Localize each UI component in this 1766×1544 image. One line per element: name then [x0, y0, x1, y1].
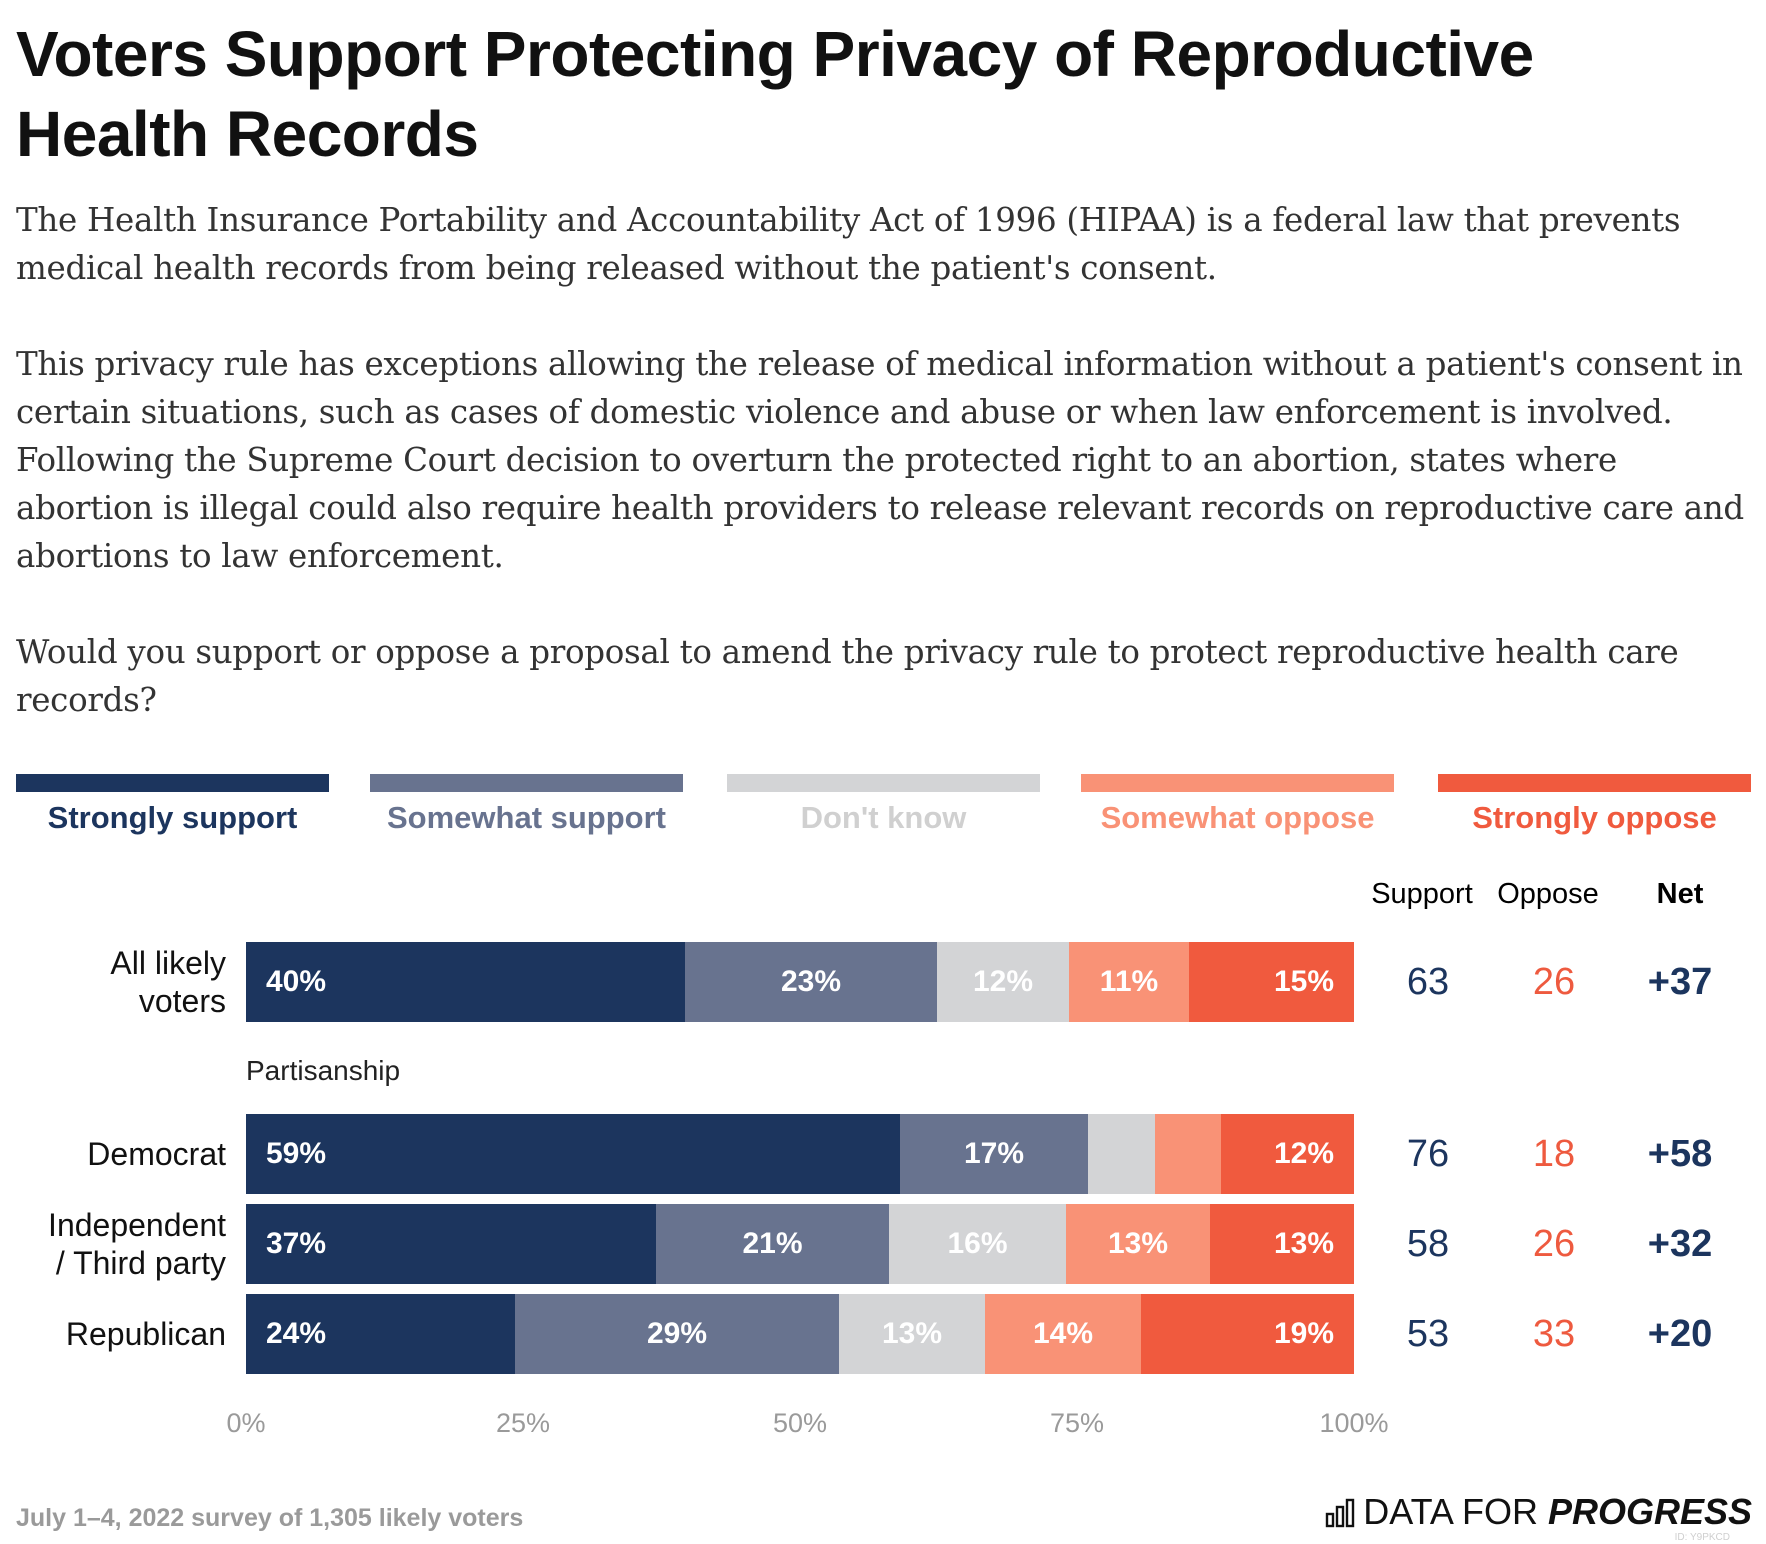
support-value: 58: [1406, 1223, 1450, 1265]
bar-segment-strongly-support: [246, 942, 685, 1022]
legend-swatch-somewhat-support: [370, 774, 683, 792]
data-for-progress-logo: DATA FOR PROGRESS: [1325, 1490, 1752, 1534]
partisanship-subheading: Partisanship: [246, 1055, 401, 1086]
net-value: +32: [1647, 1223, 1713, 1265]
bar-value-label: 19%: [1273, 1317, 1334, 1350]
bar-value-label: 23%: [780, 965, 842, 998]
x-tick-label: 50%: [772, 1408, 828, 1438]
bar-segment-somewhat-support: [900, 1114, 1088, 1194]
support-value: 76: [1406, 1133, 1450, 1175]
oppose-value: 18: [1532, 1133, 1576, 1175]
support-value: 63: [1406, 961, 1450, 1003]
bar-segment-strongly-oppose: [1141, 1294, 1354, 1374]
row-label-line: All likely: [110, 945, 226, 981]
bar-value-label: 15%: [1273, 965, 1334, 998]
bar-segment-somewhat-support: [656, 1204, 889, 1284]
bar-segment-somewhat-support: [685, 942, 937, 1022]
row-label: Republican: [66, 1315, 226, 1353]
legend-label-dont-know: Don't know: [800, 800, 967, 835]
net-column-header: Net: [1656, 878, 1704, 910]
oppose-value: 26: [1532, 961, 1576, 1003]
bar-segment-strongly-support: [246, 1114, 900, 1194]
legend-label-strongly-support: Strongly support: [47, 800, 298, 835]
legend-item-strongly-support: Strongly support: [16, 774, 329, 854]
row-label-line: Democrat: [87, 1136, 226, 1172]
bar-value-label: 12%: [972, 965, 1034, 998]
stacked-bar: 59% 17% 12%: [246, 1114, 1354, 1194]
bar-value-label: 24%: [266, 1317, 327, 1350]
legend-swatch-strongly-oppose: [1438, 774, 1751, 792]
question-text: Would you support or oppose a proposal t…: [16, 633, 1679, 719]
legend-item-strongly-oppose: Strongly oppose: [1438, 774, 1751, 854]
legend-label-strongly-oppose: Strongly oppose: [1472, 800, 1717, 835]
stacked-bar: 37% 21% 16% 13% 13%: [246, 1204, 1354, 1284]
row-label-line: / Third party: [55, 1245, 226, 1281]
bar-segment-somewhat-oppose: [1066, 1204, 1210, 1284]
bar-value-label: 17%: [963, 1137, 1025, 1170]
support-value: 53: [1406, 1313, 1450, 1355]
row-label: Independent / Third party: [48, 1206, 226, 1282]
legend-swatch-somewhat-oppose: [1081, 774, 1394, 792]
bar-value-label: 29%: [646, 1317, 708, 1350]
bar-segment-strongly-oppose: [1221, 1114, 1354, 1194]
bar-value-label: 40%: [266, 965, 327, 998]
bar-value-label: 13%: [881, 1317, 943, 1350]
description-paragraph-1: The Health Insurance Portability and Acc…: [16, 201, 1681, 287]
net-value: +58: [1647, 1133, 1713, 1175]
legend-swatch-dont-know: [727, 774, 1040, 792]
chart-id: ID: Y9PKCD: [1674, 1532, 1730, 1543]
bar-segment-dont-know: [937, 942, 1069, 1022]
x-tick-label: 25%: [495, 1408, 551, 1438]
bar-segment-strongly-oppose: [1210, 1204, 1354, 1284]
bar-segment-somewhat-oppose: [1155, 1114, 1221, 1194]
survey-source-note: July 1–4, 2022 survey of 1,305 likely vo…: [16, 1504, 524, 1532]
legend-swatch-strongly-support: [16, 774, 329, 792]
net-value: +37: [1647, 961, 1713, 1003]
x-tick-label: 75%: [1049, 1408, 1105, 1438]
x-tick-label: 100%: [1319, 1408, 1389, 1438]
net-value: +20: [1647, 1313, 1713, 1355]
oppose-value: 26: [1532, 1223, 1576, 1265]
row-label-line: Republican: [65, 1316, 226, 1352]
bar-value-label: 16%: [947, 1227, 1008, 1260]
brand-name-bold: PROGRESS: [1547, 1491, 1752, 1532]
chart-title: Voters Support Protecting Privacy of Rep…: [16, 18, 1534, 170]
row-label-line: Independent: [48, 1207, 226, 1243]
bar-value-label: 11%: [1099, 965, 1159, 998]
bar-segment-strongly-support: [246, 1204, 656, 1284]
support-column-header: Support: [1371, 878, 1473, 910]
bar-segment-dont-know: [1088, 1114, 1155, 1194]
bar-segment-dont-know: [839, 1294, 985, 1374]
bar-value-label: 14%: [1032, 1317, 1094, 1350]
legend-item-dont-know: Don't know: [727, 774, 1040, 854]
bar-segment-strongly-support: [246, 1294, 515, 1374]
bar-value-label: 37%: [266, 1227, 327, 1260]
brand-name-regular: DATA FOR: [1363, 1491, 1548, 1532]
bar-segment-strongly-oppose: [1189, 942, 1354, 1022]
row-label: Democrat: [87, 1135, 226, 1173]
bar-chart-logo-icon: [1326, 1498, 1355, 1528]
bar-value-label: 12%: [1273, 1137, 1334, 1170]
stacked-bar: 24% 29% 13% 14% 19%: [246, 1294, 1354, 1374]
bar-segment-somewhat-support: [515, 1294, 839, 1374]
oppose-value: 33: [1532, 1313, 1576, 1355]
legend-label-somewhat-oppose: Somewhat oppose: [1100, 800, 1375, 835]
bar-value-label: 21%: [742, 1227, 803, 1260]
bar-value-label: 13%: [1273, 1227, 1334, 1260]
legend-item-somewhat-support: Somewhat support: [370, 774, 683, 854]
legend-item-somewhat-oppose: Somewhat oppose: [1081, 774, 1394, 854]
legend-label-somewhat-support: Somewhat support: [386, 800, 666, 835]
stacked-bar: 40% 23% 12% 11% 15%: [246, 942, 1354, 1022]
description-paragraph-2: This privacy rule has exceptions allowin…: [16, 345, 1744, 575]
bar-value-label: 13%: [1107, 1227, 1169, 1260]
bar-value-label: 59%: [266, 1137, 327, 1170]
oppose-column-header: Oppose: [1497, 878, 1599, 910]
bar-segment-dont-know: [889, 1204, 1066, 1284]
row-label-line: voters: [138, 983, 226, 1019]
row-label: All likely voters: [110, 944, 226, 1020]
bar-segment-somewhat-oppose: [1069, 942, 1189, 1022]
bar-segment-somewhat-oppose: [985, 1294, 1141, 1374]
x-tick-label: 0%: [226, 1408, 266, 1438]
